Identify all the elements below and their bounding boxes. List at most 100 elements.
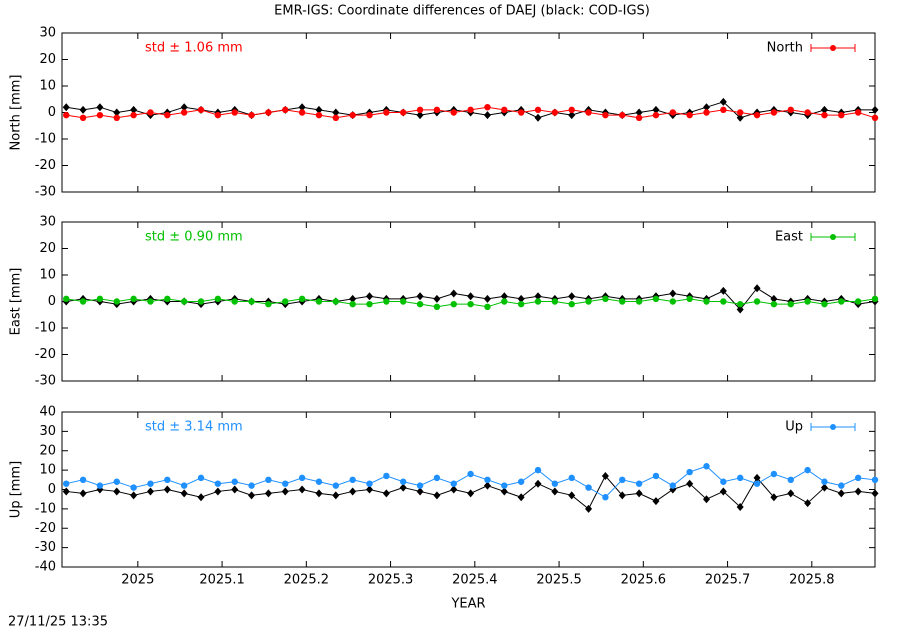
data-point <box>130 491 138 500</box>
data-point <box>703 103 711 112</box>
data-point <box>753 111 761 119</box>
data-point <box>787 476 794 484</box>
legend-label: East <box>775 230 803 245</box>
data-point <box>467 292 475 301</box>
data-point <box>551 298 559 305</box>
data-point <box>753 298 761 305</box>
data-point <box>635 480 643 487</box>
data-point <box>652 105 660 114</box>
data-point <box>382 489 390 498</box>
data-point <box>838 482 845 489</box>
data-point <box>180 298 188 305</box>
y-tick-label: -20 <box>35 521 56 536</box>
data-point <box>315 111 323 119</box>
data-point <box>737 109 744 116</box>
data-point <box>433 303 441 310</box>
y-tick-label: 10 <box>39 79 56 94</box>
data-point <box>79 476 87 484</box>
data-point <box>568 474 575 482</box>
x-tick-label: 2025.6 <box>621 573 667 588</box>
data-point <box>298 474 306 482</box>
data-point <box>568 292 576 301</box>
data-point <box>719 487 727 496</box>
data-point <box>602 111 609 119</box>
data-point <box>737 300 744 308</box>
data-point <box>669 298 677 305</box>
data-point <box>214 480 222 487</box>
timestamp: 27/11/25 13:35 <box>8 615 108 630</box>
data-point <box>871 295 879 303</box>
data-point <box>551 487 559 496</box>
x-tick-label: 2025.4 <box>452 573 498 588</box>
y-tick-label: -40 <box>35 560 56 575</box>
y-tick-label: 10 <box>39 268 56 283</box>
data-point <box>197 106 205 114</box>
data-point <box>719 286 727 295</box>
data-point <box>467 489 475 498</box>
y-tick-label: -30 <box>35 540 56 555</box>
data-point <box>197 493 205 502</box>
data-point <box>366 300 373 308</box>
data-point <box>366 480 373 487</box>
data-point <box>703 495 711 504</box>
data-point <box>265 109 272 116</box>
data-point <box>787 489 795 498</box>
data-point <box>770 294 778 303</box>
data-point <box>568 106 575 114</box>
data-point <box>703 463 710 470</box>
data-point <box>736 113 744 122</box>
data-point <box>753 473 761 482</box>
data-point <box>787 300 794 308</box>
x-tick-label: 2025.5 <box>536 573 582 588</box>
data-point <box>871 105 879 114</box>
data-point <box>534 113 542 122</box>
y-axis-label: Up [mm] <box>9 461 24 518</box>
data-point <box>416 111 424 120</box>
data-point <box>568 111 576 120</box>
data-point <box>871 489 879 498</box>
data-point <box>686 295 693 303</box>
data-point <box>450 300 457 308</box>
data-point <box>619 298 626 305</box>
y-tick-label: 20 <box>39 443 56 458</box>
data-point <box>534 298 542 305</box>
data-point <box>96 111 104 119</box>
data-point <box>618 491 626 500</box>
data-point <box>164 295 171 303</box>
data-point <box>821 111 828 119</box>
data-point <box>770 109 778 116</box>
data-point <box>63 295 70 303</box>
data-point <box>130 484 137 491</box>
data-point <box>315 105 323 114</box>
data-point <box>231 298 238 305</box>
data-point <box>720 478 727 485</box>
y-axis-label: East [mm] <box>9 268 24 336</box>
x-tick-label: 2025.8 <box>789 573 835 588</box>
y-tick-label: 30 <box>39 215 56 230</box>
data-point <box>197 474 205 482</box>
data-point <box>113 114 120 122</box>
data-point <box>349 300 356 308</box>
data-point <box>265 300 272 308</box>
data-point <box>248 298 255 305</box>
data-point <box>635 298 643 305</box>
data-point <box>652 111 660 119</box>
data-point <box>820 483 828 492</box>
data-point <box>517 294 525 303</box>
data-point <box>79 114 87 122</box>
data-point <box>467 300 474 308</box>
data-point <box>686 468 693 476</box>
data-point <box>231 109 238 116</box>
data-point <box>753 480 761 487</box>
data-point <box>349 111 356 119</box>
data-point <box>349 294 357 303</box>
data-point <box>400 109 407 116</box>
data-point <box>349 487 357 496</box>
data-point <box>585 504 593 513</box>
y-tick-label: -30 <box>35 185 56 200</box>
data-point <box>400 478 407 485</box>
data-point <box>282 106 289 114</box>
y-tick-label: 0 <box>48 482 56 497</box>
data-point <box>517 109 525 116</box>
data-point <box>635 114 643 122</box>
